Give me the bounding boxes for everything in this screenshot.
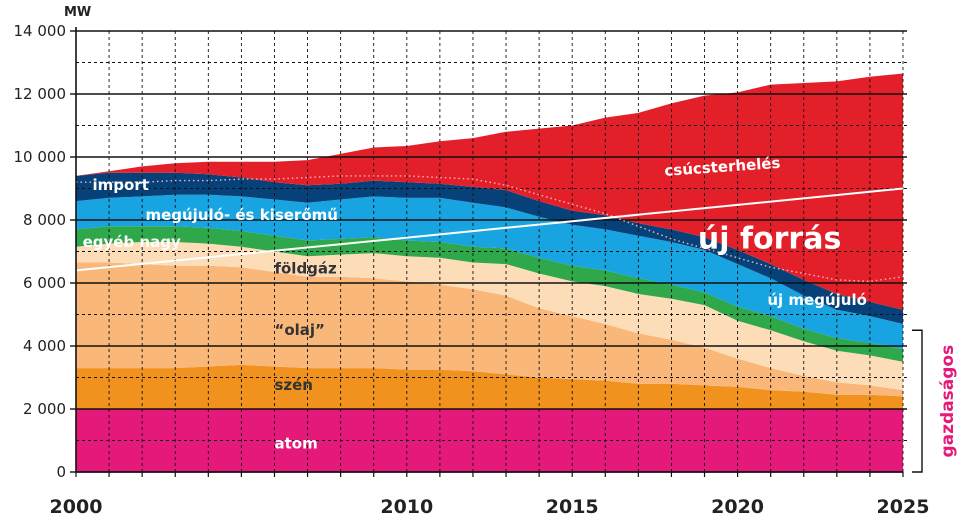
x-tick-label-2020: 2020 (711, 496, 764, 518)
label-szen: szén (274, 376, 313, 394)
y-unit-label: MW (64, 5, 91, 20)
bracket-label-economic: gazdaságos (938, 345, 958, 458)
y-tick-label-2000: 2 000 (23, 400, 66, 418)
x-tick-label-2000: 2000 (50, 496, 103, 518)
peak-load-line (75, 187, 904, 272)
area-layers (76, 73, 903, 472)
overlay-lines (75, 175, 904, 283)
label-egyeb-nagy: egyéb nagy (83, 233, 181, 251)
y-tick-label-0: 0 (56, 463, 66, 481)
area-uj-forras (76, 73, 903, 310)
y-tick-label-12000: 12 000 (14, 85, 67, 103)
new-renewable-line (76, 175, 904, 283)
y-tick-label-6000: 6 000 (23, 274, 66, 292)
bracket-economic (912, 329, 923, 473)
label-foldgaz: földgáz (274, 260, 337, 278)
area-import (76, 172, 903, 324)
area-foldgaz (76, 242, 903, 391)
axes: 0 2 000 4 000 6 000 8 000 10 000 12 000 14 000 M… (14, 5, 959, 518)
area-olaj (76, 262, 903, 397)
gridlines (76, 30, 907, 472)
area-szen (76, 364, 903, 409)
y-tick-label-10000: 10 000 (14, 148, 67, 166)
y-tick-label-4000: 4 000 (23, 337, 66, 355)
label-uj-forras: új forrás (698, 221, 841, 256)
label-import: import (93, 176, 149, 194)
label-olaj: “olaj” (274, 321, 324, 339)
area-megujulo-es-kiseromu (76, 194, 903, 350)
area-egyeb-nagy (76, 226, 903, 362)
x-tick-label-2025: 2025 (877, 496, 930, 518)
y-tick-label-8000: 8 000 (23, 211, 66, 229)
y-tick-label-14000: 14 000 (14, 22, 67, 40)
label-megujulo-es-kiseromu: megújuló- és kiserőmű (145, 206, 338, 224)
x-tick-label-2010: 2010 (380, 496, 433, 518)
label-new-renewable: új megújuló (767, 291, 867, 309)
series-labels: atom szén “olaj” földgáz egyéb nagy megújuló-… (83, 154, 867, 453)
area-atom (76, 409, 903, 472)
x-tick-label-2015: 2015 (546, 496, 599, 518)
label-atom: atom (274, 434, 317, 452)
